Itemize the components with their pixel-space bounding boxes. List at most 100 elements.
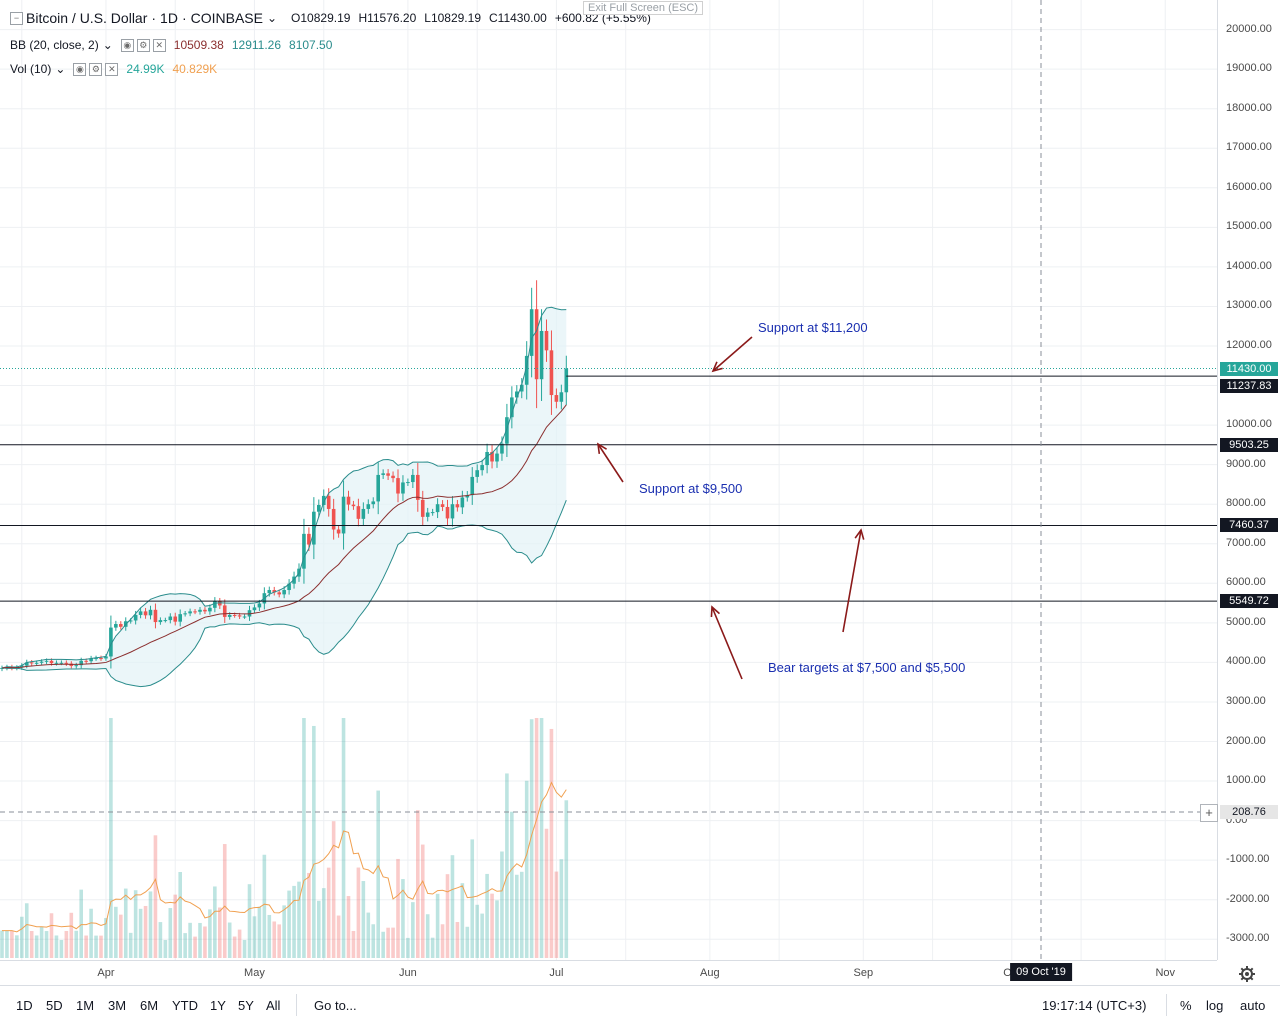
- timeframe-button-1m[interactable]: 1M: [76, 998, 95, 1013]
- log-toggle[interactable]: log: [1206, 998, 1224, 1013]
- price-tick-label: 16000.00: [1226, 180, 1272, 193]
- candle-body: [440, 504, 445, 507]
- chevron-down-icon[interactable]: ⌄: [266, 11, 278, 25]
- exit-fullscreen-button[interactable]: Exit Full Screen (ESC): [583, 1, 704, 15]
- annotation-support-9500[interactable]: Support at $9,500: [639, 481, 743, 496]
- bb-label[interactable]: BB (20, close, 2): [10, 38, 99, 52]
- vol-label[interactable]: Vol (10): [10, 62, 52, 76]
- candle-body: [232, 614, 237, 616]
- percent-toggle[interactable]: %: [1180, 998, 1192, 1013]
- volume-bar: [99, 935, 103, 958]
- volume-bar: [79, 889, 83, 958]
- timeframe-button-1d[interactable]: 1D: [16, 998, 33, 1013]
- volume-bar: [178, 872, 182, 958]
- crosshair-price-label: 208.76: [1220, 805, 1278, 819]
- divider: [296, 994, 297, 1016]
- time-tick-label: May: [244, 967, 265, 979]
- chevron-down-icon[interactable]: ⌄: [55, 62, 66, 76]
- volume-bar: [24, 903, 29, 958]
- candle-body: [490, 451, 494, 462]
- price-chart[interactable]: [0, 0, 1217, 960]
- close-icon[interactable]: ✕: [152, 38, 166, 52]
- candle-body: [361, 508, 366, 519]
- timeframe-button-3m[interactable]: 3M: [108, 998, 127, 1013]
- candle-body: [470, 476, 475, 496]
- volume-bar: [381, 931, 385, 958]
- symbol-name[interactable]: Bitcoin / U.S. Dollar: [26, 10, 148, 26]
- volume-bar: [510, 811, 514, 958]
- add-alert-icon[interactable]: +: [1200, 804, 1218, 822]
- timeframe-button-5y[interactable]: 5Y: [238, 998, 254, 1013]
- annotation-support-11200[interactable]: Support at $11,200: [758, 320, 868, 335]
- price-axis[interactable]: 20000.00 19000.00 18000.00 17000.00 16000.00…: [1217, 0, 1280, 960]
- price-tick-label: 17000.00: [1226, 141, 1272, 154]
- gear-icon[interactable]: ⚙: [89, 62, 103, 76]
- vol-value: 24.99K: [126, 62, 165, 76]
- volume-bar: [44, 931, 49, 958]
- symbol-legend: − Bitcoin / U.S. Dollar · 1D · COINBASE …: [10, 10, 651, 26]
- candle-body: [564, 368, 569, 393]
- volume-bar: [519, 871, 524, 958]
- arrow-bear-7500-head: [854, 528, 865, 540]
- time-axis[interactable]: AprMayJunJulAugSepOctNov 09 Oct '19: [0, 960, 1217, 985]
- candle-body: [505, 417, 509, 444]
- volume-ma-line: [1, 781, 567, 933]
- candle-body: [455, 504, 460, 508]
- candle-body: [74, 665, 79, 667]
- volume-bar: [549, 728, 554, 958]
- timeframe[interactable]: 1D: [160, 10, 178, 26]
- price-tick-label: 12000.00: [1226, 339, 1272, 351]
- candle-body: [351, 504, 356, 507]
- price-tick-label: 15000.00: [1226, 220, 1272, 233]
- candle-body: [257, 603, 262, 608]
- candle-body: [133, 614, 138, 621]
- chart-area[interactable]: − Bitcoin / U.S. Dollar · 1D · COINBASE …: [0, 0, 1217, 960]
- chevron-down-icon[interactable]: ⌄: [102, 38, 113, 52]
- volume-bar: [198, 922, 202, 958]
- timeframe-button-all[interactable]: All: [266, 998, 281, 1013]
- gear-icon[interactable]: ⚙: [136, 38, 150, 52]
- bb-basis-line: [1, 404, 567, 669]
- volume-bar: [341, 718, 346, 958]
- timeframe-button-5d[interactable]: 5D: [46, 998, 63, 1013]
- volume-bar: [257, 906, 262, 958]
- close-icon[interactable]: ✕: [105, 62, 119, 76]
- time-tick-label: Aug: [700, 967, 720, 979]
- volume-bar: [554, 871, 559, 958]
- price-tick-label: 20000.00: [1226, 22, 1272, 35]
- timeframe-button-ytd[interactable]: YTD: [172, 998, 198, 1013]
- candle-body: [218, 601, 222, 606]
- goto-button[interactable]: Go to...: [314, 998, 357, 1013]
- collapse-icon[interactable]: −: [10, 11, 23, 25]
- timeframe-button-1y[interactable]: 1Y: [210, 998, 226, 1013]
- volume-bar: [153, 835, 158, 958]
- candle-body: [183, 613, 187, 615]
- eye-icon[interactable]: ◉: [73, 62, 87, 76]
- volume-bar: [356, 867, 361, 958]
- clock[interactable]: 19:17:14 (UTC+3): [1042, 998, 1147, 1013]
- candle-body: [519, 384, 524, 392]
- candle-body: [193, 611, 197, 613]
- exchange[interactable]: COINBASE: [190, 10, 263, 26]
- volume-bar: [34, 935, 39, 958]
- candle-body: [381, 473, 385, 475]
- candle-body: [391, 475, 395, 479]
- candle-body: [326, 495, 331, 509]
- eye-icon[interactable]: ◉: [120, 38, 134, 52]
- symbol-separator: ·: [151, 10, 157, 26]
- candle-body: [213, 601, 217, 608]
- annotation-bear-targets[interactable]: Bear targets at $7,500 and $5,500: [768, 660, 966, 675]
- grid: [0, 0, 1217, 960]
- timeframe-button-6m[interactable]: 6M: [140, 998, 159, 1013]
- volume-bar: [84, 935, 88, 958]
- volume-bar: [237, 929, 242, 958]
- candle-body: [480, 465, 484, 471]
- auto-toggle[interactable]: auto: [1240, 998, 1266, 1013]
- volume-bar: [312, 725, 316, 958]
- volume-bar: [292, 885, 296, 958]
- arrow-bear-7500: [842, 529, 862, 633]
- time-tick-label: Sep: [853, 967, 874, 979]
- gear-icon[interactable]: [1238, 965, 1256, 983]
- candle-body: [371, 501, 376, 505]
- volume-bar: [435, 893, 440, 958]
